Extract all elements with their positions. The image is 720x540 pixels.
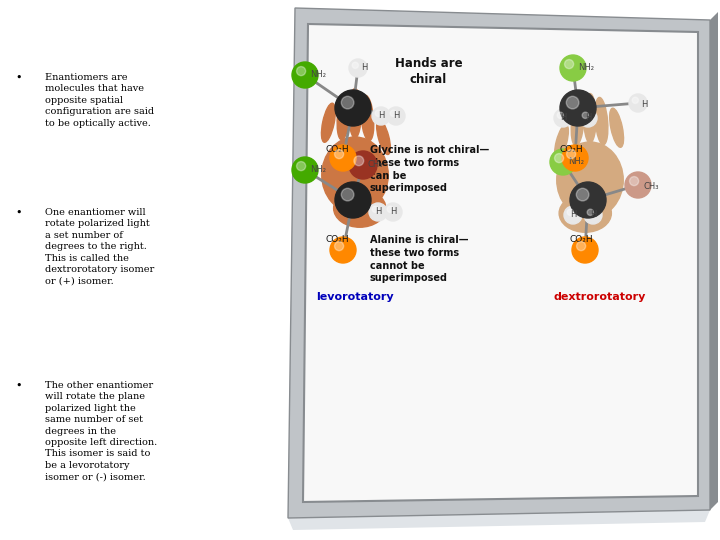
Circle shape [564, 206, 582, 224]
Circle shape [587, 209, 593, 215]
Circle shape [584, 206, 602, 224]
Circle shape [576, 188, 589, 201]
Circle shape [629, 94, 647, 112]
Circle shape [354, 156, 364, 166]
Circle shape [567, 150, 576, 159]
Ellipse shape [322, 137, 388, 213]
Text: H: H [641, 100, 647, 109]
Text: H: H [393, 111, 400, 120]
Circle shape [567, 209, 573, 215]
Text: H: H [378, 111, 384, 120]
Text: NH₂: NH₂ [310, 70, 326, 79]
Text: Mirror: Mirror [410, 15, 447, 28]
Circle shape [390, 110, 397, 117]
Text: H: H [590, 210, 596, 219]
Text: H: H [570, 210, 577, 219]
Text: CH₃: CH₃ [643, 182, 659, 191]
Circle shape [372, 206, 379, 212]
Text: Glycine is not chiral—
these two forms
can be
superimposed: Glycine is not chiral— these two forms c… [370, 145, 490, 193]
Circle shape [341, 188, 354, 201]
Circle shape [341, 96, 354, 109]
Circle shape [387, 206, 393, 212]
Text: •: • [16, 381, 22, 391]
Polygon shape [303, 24, 698, 502]
Text: dextrorotatory: dextrorotatory [554, 292, 646, 302]
Circle shape [625, 172, 651, 198]
Ellipse shape [610, 108, 624, 147]
Circle shape [560, 90, 596, 126]
Circle shape [564, 59, 574, 69]
Ellipse shape [361, 95, 374, 141]
Ellipse shape [377, 119, 390, 154]
Circle shape [582, 112, 588, 118]
Ellipse shape [584, 93, 596, 143]
Text: One enantiomer will
rotate polarized light
a set number of
degrees to the right.: One enantiomer will rotate polarized lig… [45, 208, 154, 286]
Text: H: H [585, 113, 591, 122]
Ellipse shape [571, 100, 584, 146]
Text: CO₂H: CO₂H [570, 235, 593, 244]
Circle shape [369, 203, 387, 221]
Circle shape [335, 150, 343, 159]
Text: •: • [16, 73, 22, 83]
Text: The other enantiomer
will rotate the plane
polarized light the
same number of se: The other enantiomer will rotate the pla… [45, 381, 157, 481]
Circle shape [577, 241, 585, 251]
Circle shape [572, 237, 598, 263]
Circle shape [384, 203, 402, 221]
Circle shape [335, 90, 371, 126]
Polygon shape [710, 12, 718, 510]
Circle shape [387, 107, 405, 125]
Text: CO₂H: CO₂H [325, 235, 348, 244]
Circle shape [562, 145, 588, 171]
Circle shape [557, 112, 564, 118]
Ellipse shape [337, 92, 350, 140]
Circle shape [297, 66, 306, 76]
Circle shape [554, 109, 572, 127]
Ellipse shape [333, 189, 386, 227]
Circle shape [550, 149, 576, 175]
Text: H: H [390, 207, 397, 216]
Text: CO₂H: CO₂H [325, 145, 348, 154]
Circle shape [297, 161, 306, 171]
Circle shape [632, 97, 639, 104]
Circle shape [567, 96, 579, 109]
Circle shape [352, 62, 359, 69]
Text: NH₂: NH₂ [578, 63, 594, 72]
Circle shape [375, 110, 382, 117]
Text: Hands are
chiral: Hands are chiral [395, 57, 462, 86]
Circle shape [292, 62, 318, 88]
Circle shape [335, 182, 371, 218]
Text: H: H [361, 63, 367, 72]
Circle shape [579, 109, 597, 127]
Circle shape [330, 145, 356, 171]
Text: H: H [560, 113, 567, 122]
Ellipse shape [321, 103, 336, 143]
Circle shape [292, 157, 318, 183]
Text: NH₂: NH₂ [310, 165, 326, 174]
Text: CH₃: CH₃ [368, 160, 384, 169]
Circle shape [335, 241, 343, 251]
Ellipse shape [559, 194, 611, 232]
Text: Alanine is chiral—
these two forms
cannot be
superimposed: Alanine is chiral— these two forms canno… [370, 235, 469, 284]
Polygon shape [288, 510, 710, 530]
Circle shape [629, 177, 639, 186]
Text: H: H [375, 207, 382, 216]
Text: levorotatory: levorotatory [316, 292, 394, 302]
Circle shape [372, 107, 390, 125]
Circle shape [570, 182, 606, 218]
Circle shape [330, 237, 356, 263]
Circle shape [349, 151, 377, 179]
Polygon shape [288, 8, 710, 518]
Circle shape [349, 59, 367, 77]
Text: CO₂H: CO₂H [560, 145, 584, 154]
Ellipse shape [595, 97, 608, 145]
Ellipse shape [348, 89, 361, 138]
Ellipse shape [557, 142, 624, 218]
Ellipse shape [554, 125, 568, 159]
Circle shape [560, 55, 586, 81]
Circle shape [554, 153, 564, 163]
Text: Enantiomers are
molecules that have
opposite spatial
configuration are said
to b: Enantiomers are molecules that have oppo… [45, 73, 154, 127]
Text: •: • [16, 208, 22, 218]
Text: NH₂: NH₂ [568, 157, 584, 166]
